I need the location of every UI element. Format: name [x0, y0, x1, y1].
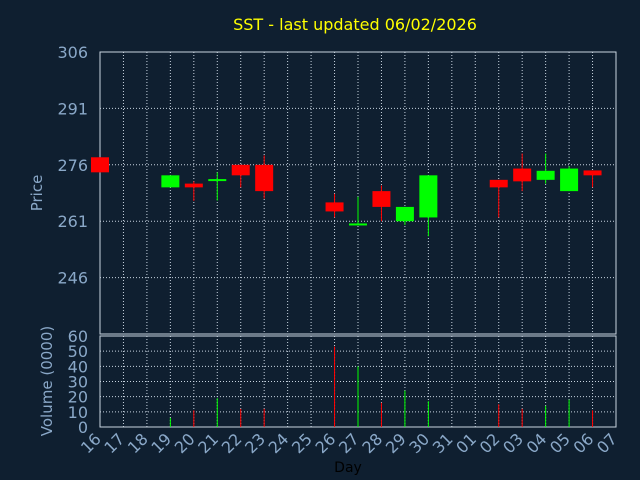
chart-title: SST - last updated 06/02/2026: [233, 15, 477, 34]
candle-body: [395, 206, 414, 222]
volume-tick-label: 40: [68, 357, 88, 376]
price-tick-label: 261: [57, 212, 88, 231]
candle-body: [91, 157, 109, 173]
candle-body: [419, 175, 438, 218]
candle-body: [560, 168, 579, 192]
price-panel: 306 291 276 261 246: [57, 43, 617, 335]
x-axis: 1617181920212223242526272829303101020304…: [77, 429, 621, 457]
candle-body: [231, 164, 250, 176]
candle-body: [372, 191, 391, 207]
candle-body: [184, 183, 203, 188]
candle-body: [583, 170, 602, 176]
candle-body: [255, 164, 274, 192]
volume-tick-label: 60: [68, 327, 88, 346]
candle-body: [536, 170, 555, 180]
volume-tick-label: 10: [68, 403, 88, 422]
price-tick-label: 246: [57, 269, 88, 288]
candle-body: [349, 223, 367, 226]
x-axis-label: Day: [334, 460, 362, 476]
candle-body: [208, 179, 227, 182]
volume-axis-label: Volume (0000): [38, 326, 56, 436]
volume-tick-label: 50: [68, 342, 88, 361]
volume-tick-label: 30: [68, 373, 88, 392]
candle-body: [325, 202, 344, 212]
volume-tick-label: 20: [68, 388, 88, 407]
volume-tick-label: 0: [78, 418, 88, 437]
candle-body: [489, 179, 508, 188]
candle-body: [161, 175, 180, 188]
price-tick-label: 291: [57, 99, 88, 118]
price-tick-label: 306: [57, 43, 88, 62]
price-axis-label: Price: [28, 175, 46, 212]
candle-body: [513, 168, 532, 182]
price-tick-label: 276: [57, 156, 88, 175]
